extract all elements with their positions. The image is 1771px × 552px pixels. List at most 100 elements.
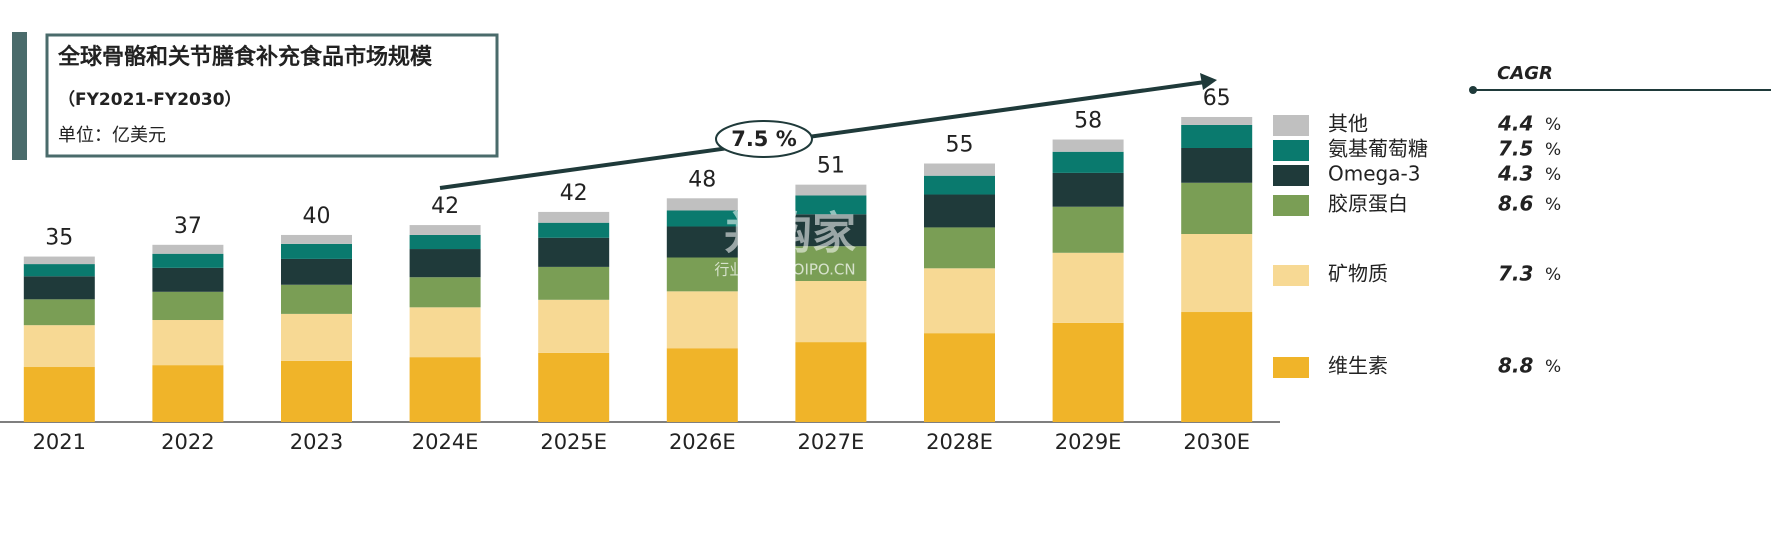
legend-swatch: [1273, 357, 1309, 378]
total-label: 40: [303, 204, 331, 229]
x-tick-label: 2022: [161, 430, 214, 454]
bar-segment: [1052, 322, 1124, 422]
arrow-head: [1200, 73, 1217, 90]
x-tick-label: 2023: [290, 430, 343, 454]
watermark: 并购家: [724, 208, 856, 259]
subtitle: （FY2021-FY2030）: [58, 89, 242, 110]
title-box: [45, 33, 499, 158]
accent-bar: [12, 32, 27, 160]
bar-segment: [538, 211, 610, 223]
total-label: 42: [431, 194, 459, 219]
x-tick-label: 2025E: [540, 430, 607, 454]
bar-segment: [1181, 234, 1253, 313]
legend-swatch: [1273, 115, 1309, 136]
bar-segment: [795, 214, 867, 247]
total-label: 42: [560, 181, 588, 206]
bar-segment: [538, 299, 610, 353]
bar-segment: [1052, 206, 1124, 253]
cagr-value: 4.3: [1497, 162, 1533, 186]
cagr-value: 8.8: [1498, 354, 1534, 378]
cagr-unit: %: [1545, 357, 1561, 377]
bar-segment: [666, 198, 738, 211]
bar-segment: [1052, 252, 1124, 323]
bar-segment: [666, 210, 738, 227]
chart-title: 全球骨骼和关节膳食补充食品市场规模: [57, 44, 433, 70]
total-label: 58: [1074, 109, 1102, 134]
trend-arrow: [439, 80, 1206, 190]
cagr-unit: %: [1545, 165, 1561, 185]
bar-segment: [152, 267, 224, 292]
legend-label: Omega-3: [1328, 162, 1420, 186]
bar-segment: [409, 225, 481, 235]
bar-segment: [1052, 172, 1124, 207]
bar-segment: [795, 246, 867, 281]
cagr-value: 7.3: [1498, 262, 1533, 286]
bar-segment: [666, 348, 738, 422]
total-label: 37: [174, 214, 202, 239]
bar-segment: [666, 257, 738, 292]
bar-segment: [281, 360, 352, 422]
bar-segment: [409, 249, 481, 278]
legend-swatch: [1273, 195, 1309, 216]
bar-segment: [152, 320, 224, 366]
bar-segment: [409, 234, 481, 250]
bar-segment: [409, 277, 481, 308]
cagr-value: 8.6: [1498, 192, 1534, 216]
bar-segment: [1181, 147, 1253, 183]
bar-segment: [23, 367, 95, 422]
bar-segment: [23, 256, 95, 265]
bar-segment: [538, 352, 610, 422]
bar-segment: [281, 243, 352, 259]
x-tick-label: 2021: [33, 430, 86, 454]
x-tick-label: 2029E: [1055, 430, 1122, 454]
total-label: 65: [1203, 86, 1231, 111]
cagr-title: CAGR: [1497, 63, 1553, 84]
unit-label: 单位：亿美元: [58, 125, 166, 146]
cagr-unit: %: [1545, 140, 1561, 160]
bar-segment: [152, 244, 224, 254]
bar-segment: [1052, 151, 1124, 173]
bar-segment: [23, 264, 95, 277]
trend-label: 7.5 %: [731, 127, 797, 151]
bar-segment: [795, 281, 867, 343]
legend-label: 其他: [1328, 112, 1368, 136]
bar-segment: [409, 307, 481, 358]
bar-segment: [666, 226, 738, 258]
bar-segment: [152, 365, 224, 422]
bar-segment: [281, 234, 352, 244]
bar-segment: [538, 222, 610, 238]
x-tick-label: 2028E: [926, 430, 993, 454]
bar-segment: [666, 291, 738, 349]
bar-segment: [152, 253, 224, 268]
bar-segment: [538, 237, 610, 267]
legend-swatch: [1273, 265, 1309, 286]
total-label: 48: [688, 167, 716, 192]
trend-ellipse: [715, 120, 813, 158]
legend-swatch: [1273, 165, 1309, 186]
bar-segment: [538, 266, 610, 300]
bar-segment: [1181, 312, 1253, 422]
cagr-unit: %: [1545, 265, 1561, 285]
bar-segment: [924, 163, 995, 176]
x-tick-label: 2024E: [412, 430, 479, 454]
legend-label: 氨基葡萄糖: [1328, 137, 1428, 161]
total-label: 55: [946, 133, 974, 158]
bar-segment: [924, 333, 995, 422]
bar-segment: [23, 325, 95, 368]
bar-segment: [23, 276, 95, 300]
bar-segment: [1052, 139, 1124, 152]
bar-segment: [924, 175, 995, 195]
total-label: 51: [817, 154, 845, 179]
cagr-unit: %: [1545, 195, 1561, 215]
bar-segment: [795, 342, 867, 422]
bar-segment: [281, 313, 352, 361]
bar-segment: [924, 194, 995, 228]
total-label: 35: [45, 226, 73, 251]
legend-swatch: [1273, 140, 1309, 161]
cagr-unit: %: [1545, 115, 1561, 135]
bar-segment: [281, 284, 352, 314]
bar-segment: [23, 299, 95, 326]
cagr-value: 7.5: [1498, 137, 1533, 161]
watermark-sub: 行业报告 IPOIPO.CN: [714, 261, 855, 279]
